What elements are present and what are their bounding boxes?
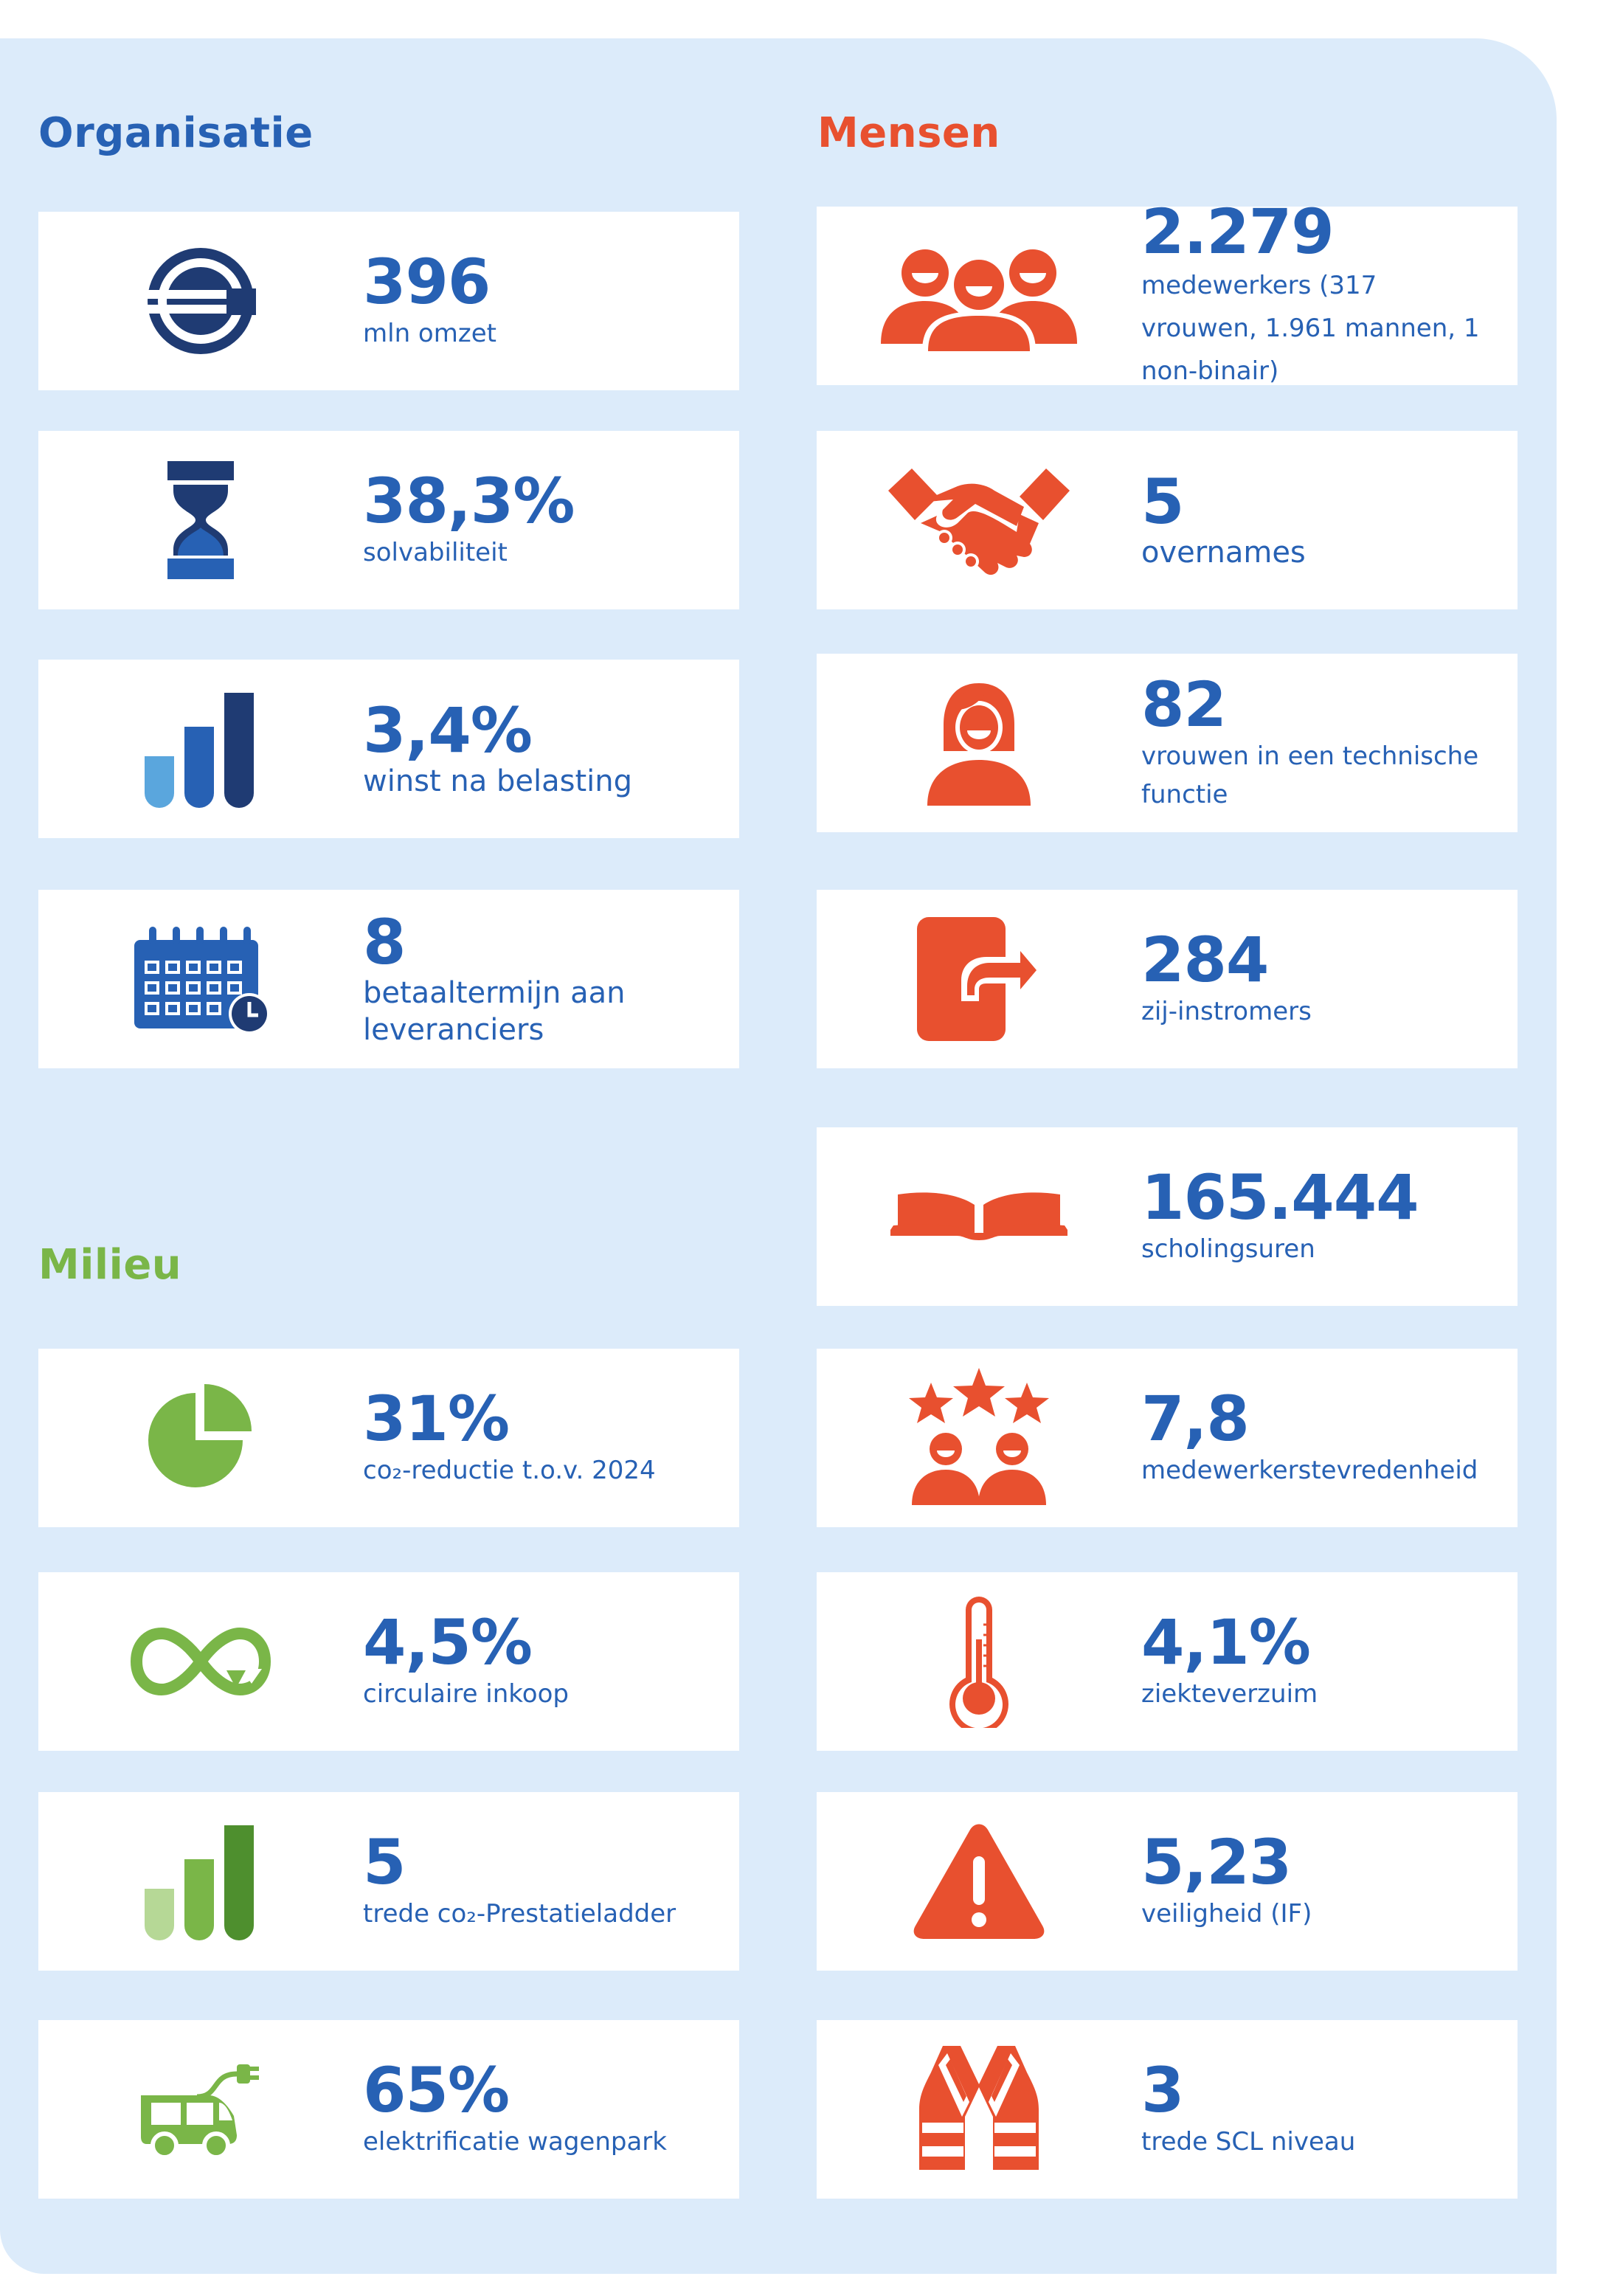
- euro-coin-icon: [38, 212, 363, 390]
- heading-milieu: Milieu: [38, 1241, 182, 1289]
- label-zij-instromers: zij-instromers: [1141, 997, 1312, 1026]
- card-wagenpark: 65% elektrificatie wagenpark: [38, 2020, 739, 2199]
- value-omzet: 396: [363, 246, 491, 318]
- card-co2-reductie: 31% co₂-reductie t.o.v. 2024: [38, 1349, 739, 1527]
- value-tevredenheid: 7,8: [1141, 1383, 1250, 1455]
- card-circulaire-inkoop: 4,5% circulaire inkoop: [38, 1572, 739, 1751]
- calendar-clock-icon: [38, 890, 363, 1068]
- label-solvabiliteit: solvabiliteit: [363, 538, 508, 567]
- label-tevredenheid: medewerkerstevredenheid: [1141, 1456, 1478, 1485]
- heading-mensen: Mensen: [817, 109, 1000, 157]
- door-exit-icon: [817, 890, 1141, 1068]
- woman-icon: [817, 654, 1141, 832]
- electric-van-icon: [38, 2020, 363, 2199]
- label-ziekteverzuim: ziekteverzuim: [1141, 1679, 1318, 1709]
- bar-chart-icon: [38, 660, 363, 838]
- label-wagenpark: elektrificatie wagenpark: [363, 2127, 667, 2157]
- value-veiligheid: 5,23: [1141, 1826, 1292, 1898]
- ladder-bars-icon: [38, 1792, 363, 1971]
- card-medewerkers: 2.279 medewerkers (317 vrouwen, 1.961 ma…: [817, 199, 1518, 386]
- label-omzet: mln omzet: [363, 319, 496, 348]
- value-scholingsuren: 165.444: [1141, 1161, 1419, 1234]
- warning-icon: [817, 1792, 1141, 1971]
- card-ziekteverzuim: 4,1% ziekteverzuim: [817, 1572, 1518, 1751]
- card-tevredenheid: 7,8 medewerkerstevredenheid: [817, 1349, 1518, 1527]
- label-betaaltermijn: betaaltermijn aan leveranciers: [363, 976, 626, 1047]
- value-circulaire-inkoop: 4,5%: [363, 1606, 533, 1678]
- card-betaaltermijn: 8 betaaltermijn aan leveranciers: [38, 890, 739, 1068]
- pie-chart-icon: [38, 1349, 363, 1527]
- open-book-icon: [817, 1127, 1141, 1306]
- label-winst: winst na belasting: [363, 764, 632, 798]
- value-overnames: 5: [1141, 466, 1184, 538]
- label-scholingsuren: scholingsuren: [1141, 1234, 1315, 1264]
- value-prestatieladder: 5: [363, 1826, 406, 1898]
- label-co2-reductie: co₂-reductie t.o.v. 2024: [363, 1456, 656, 1485]
- label-circulaire-inkoop: circulaire inkoop: [363, 1679, 569, 1709]
- heading-organisatie: Organisatie: [38, 109, 314, 157]
- value-betaaltermijn: 8: [363, 906, 406, 978]
- label-overnames: overnames: [1141, 536, 1306, 570]
- card-zij-instromers: 284 zij-instromers: [817, 890, 1518, 1068]
- card-winst: 3,4% winst na belasting: [38, 660, 739, 838]
- card-scholingsuren: 165.444 scholingsuren: [817, 1127, 1518, 1306]
- value-co2-reductie: 31%: [363, 1383, 510, 1455]
- hourglass-icon: [38, 431, 363, 609]
- card-scl: 3 trede SCL niveau: [817, 2020, 1518, 2199]
- value-ziekteverzuim: 4,1%: [1141, 1606, 1311, 1678]
- value-scl: 3: [1141, 2054, 1184, 2126]
- safety-vest-icon: [817, 2020, 1141, 2199]
- group-people-icon: [817, 207, 1141, 385]
- card-solvabiliteit: 38,3% solvabiliteit: [38, 431, 739, 609]
- value-medewerkers: 2.279: [1141, 196, 1335, 268]
- card-omzet: 396 mln omzet: [38, 212, 739, 390]
- label-vrouwen-techniek: vrouwen in een technische functie: [1141, 741, 1479, 809]
- value-zij-instromers: 284: [1141, 924, 1269, 996]
- infinity-recycle-icon: [38, 1572, 363, 1751]
- label-prestatieladder: trede co₂-Prestatieladder: [363, 1899, 676, 1929]
- card-vrouwen-techniek: 82 vrouwen in een technische functie: [817, 654, 1518, 832]
- stars-people-icon: [817, 1349, 1141, 1527]
- card-veiligheid: 5,23 veiligheid (IF): [817, 1792, 1518, 1971]
- handshake-icon: [817, 431, 1141, 609]
- thermometer-icon: [817, 1572, 1141, 1751]
- label-medewerkers: medewerkers (317 vrouwen, 1.961 mannen, …: [1141, 271, 1480, 386]
- label-veiligheid: veiligheid (IF): [1141, 1899, 1312, 1929]
- value-solvabiliteit: 38,3%: [363, 465, 575, 537]
- label-scl: trede SCL niveau: [1141, 2127, 1356, 2157]
- value-wagenpark: 65%: [363, 2054, 510, 2126]
- value-winst: 3,4%: [363, 694, 533, 767]
- value-vrouwen-techniek: 82: [1141, 668, 1227, 741]
- card-prestatieladder: 5 trede co₂-Prestatieladder: [38, 1792, 739, 1971]
- card-overnames: 5 overnames: [817, 431, 1518, 609]
